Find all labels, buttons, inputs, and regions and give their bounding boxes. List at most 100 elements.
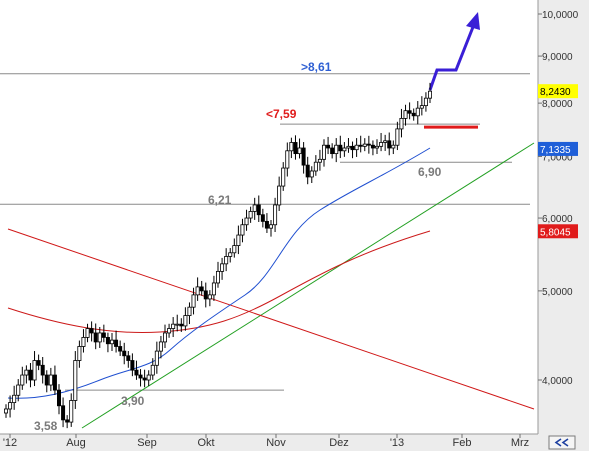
annotations: >8,61 <7,59 6,90 6,21 3,90 3,58 [34,60,442,433]
candle-body [36,360,41,366]
annotation-label: <7,59 [266,107,297,121]
candle [370,140,375,156]
candle [158,335,163,359]
candle [32,351,37,387]
candle [191,287,196,315]
annotation-label: 6,90 [418,165,442,179]
candle [326,136,331,155]
scroll-left-button[interactable] [548,435,576,450]
candle-body [65,419,70,423]
candle-body [191,294,196,308]
projection-arrow-head [466,12,480,30]
candle-body [40,364,45,376]
candle-body [399,117,404,130]
uptrend-line [81,142,535,429]
candle-body [187,306,192,316]
candle-body [374,145,379,149]
candle-body [77,346,82,361]
candle [122,342,127,365]
candle-body [358,144,363,147]
candle [407,102,412,120]
candle [293,135,298,160]
candle-body [134,369,139,376]
candle-body [122,350,127,357]
candle-body [162,332,167,343]
candle-body [8,402,13,410]
y-tick-label: 7,0000 [542,152,573,163]
candle-body [211,282,216,296]
candle [309,166,314,183]
candle [142,369,147,388]
candle [289,137,294,159]
candle-body [273,204,278,226]
candle [81,329,86,353]
y-tick-label: 10,0000 [542,10,579,21]
candle [334,138,339,163]
projection-arrow [428,12,480,91]
candle [236,225,241,255]
candle-body [321,144,326,160]
candle-body [158,341,163,352]
candle-body [411,112,416,117]
candle-body [395,128,400,146]
candle-body [317,158,322,163]
candle-body [220,263,225,272]
candle [114,330,119,353]
candle-body [48,374,53,386]
candle-body [264,220,269,229]
candle [419,96,424,116]
candle [8,395,13,418]
candle-body [203,290,208,300]
candle-body [167,328,172,334]
candle-body [215,270,220,284]
candle [383,134,388,151]
x-tick-label: Dez [329,437,349,449]
y-tick-label: 8,0000 [542,99,573,110]
y-axis: 10,0000 9,0000 8,0000 7,0000 6,0000 5,0000 4,0… [538,10,579,387]
candle [73,351,78,409]
candle-body [362,143,367,147]
candle-body [97,332,102,343]
candle-body [179,323,184,327]
candle-body [293,142,298,155]
candle-body [154,350,159,366]
candle [313,155,318,176]
candle-body [207,294,212,300]
price-badge-label: 5,8045 [540,227,571,238]
candle-body [383,140,388,143]
candle-body [44,374,49,386]
candle [374,139,379,155]
price-badge-label: 7,1335 [540,145,571,156]
candle-body [260,214,265,222]
candle [342,142,347,157]
candle-body [427,90,432,99]
candle-body [12,394,17,403]
candle [358,135,363,153]
candle-body [366,143,371,146]
candle [52,365,57,395]
candle [228,248,233,263]
candle-body [171,323,176,329]
candle [285,142,290,177]
candle [110,332,115,352]
candle-body [93,332,98,343]
candle-body [379,142,384,147]
candle-body [236,234,241,247]
candle [40,356,45,384]
candle [273,197,278,233]
candle-body [195,286,200,296]
y-tick-label: 4,0000 [542,376,573,387]
candle [187,302,192,325]
candle [12,385,17,410]
candle [134,360,139,380]
candle [199,280,204,296]
x-tick-label: '12 [3,437,17,449]
candle [248,206,253,223]
candle [379,132,384,152]
candle-body [138,374,143,379]
candle [346,138,351,153]
candle-body [52,374,57,391]
candle [28,363,33,388]
x-tick-label: Aug [66,437,86,449]
candles [4,82,432,429]
